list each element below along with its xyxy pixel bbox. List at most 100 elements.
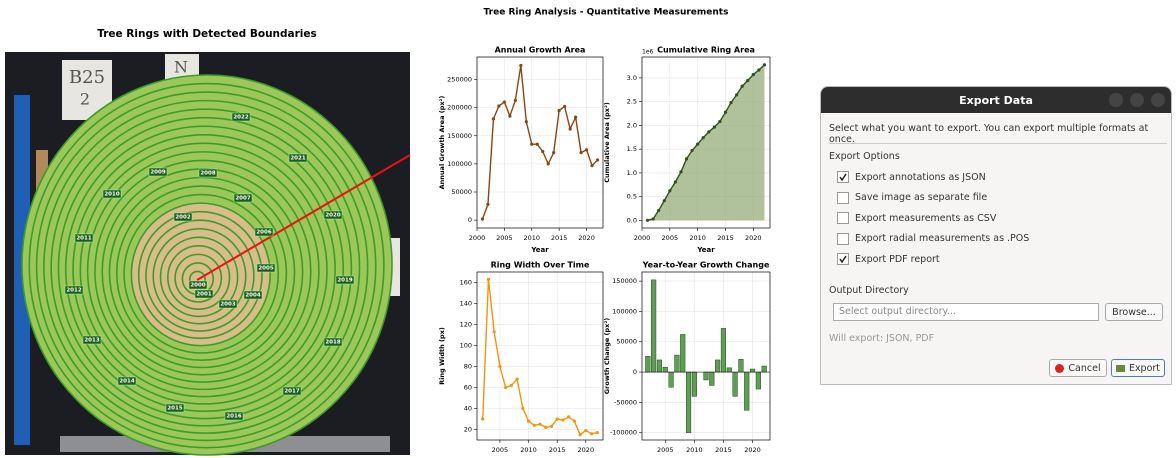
x-axis-label: Year	[530, 246, 549, 254]
data-point	[521, 406, 525, 411]
cancel-icon	[1055, 363, 1065, 373]
ring-boundary	[43, 99, 369, 434]
data-point	[486, 277, 491, 281]
ring-label-box	[256, 263, 276, 273]
data-point	[480, 217, 485, 221]
data-point	[572, 419, 576, 423]
y-axis-label: Cumulative Area (px²)	[603, 102, 611, 183]
close-button[interactable]	[1151, 93, 1165, 107]
y-axis-label: Ring Width (px)	[438, 327, 446, 385]
ring-boundary	[86, 151, 320, 391]
y-tick-label: 200000	[447, 104, 472, 112]
data-point	[751, 72, 755, 77]
ring-boundary	[94, 159, 312, 383]
data-point	[502, 100, 506, 104]
option-label: Save image as separate file	[855, 192, 988, 203]
data-point	[535, 142, 539, 146]
ring-label: 2010	[104, 192, 119, 198]
bar	[755, 371, 761, 390]
data-point	[574, 115, 578, 119]
axes-frame	[476, 56, 604, 229]
x-tick-label: 2015	[715, 446, 732, 454]
bar	[703, 371, 709, 381]
option-label: Export measurements as CSV	[855, 212, 997, 224]
data-point	[555, 417, 559, 421]
export-option[interactable]: Export radial measurements as .POS	[837, 229, 1029, 249]
ring-boundary	[35, 91, 377, 442]
bar	[656, 359, 663, 373]
bar	[674, 354, 680, 373]
browse-button[interactable]: Browse...	[1105, 303, 1163, 321]
ring-label-box	[74, 233, 94, 243]
bar	[680, 334, 686, 373]
y-axis-label: Growth Change (px²)	[603, 318, 611, 394]
data-point	[590, 163, 594, 168]
charts: Annual Growth Area Year Annual Growth Area…	[438, 46, 771, 454]
checkbox[interactable]	[837, 232, 849, 245]
data-point	[513, 98, 517, 102]
photo-title: Tree Rings with Detected Boundaries	[97, 28, 317, 40]
separator	[829, 143, 1167, 144]
directory-input[interactable]: Select output directory...	[833, 303, 1099, 321]
bar	[645, 356, 651, 373]
minimize-button[interactable]	[1109, 93, 1123, 107]
x-tick-label: 2020	[744, 446, 761, 454]
bar	[738, 359, 744, 373]
bar	[691, 371, 697, 397]
x-tick-label: 2000	[634, 234, 651, 242]
data-point	[526, 419, 531, 423]
checkbox[interactable]	[837, 253, 849, 265]
export-option[interactable]: Export measurements as CSV	[837, 208, 996, 228]
y-tick-label: 50000	[451, 188, 472, 196]
data-point	[740, 84, 744, 88]
bar	[732, 371, 738, 397]
ring-label: 2020	[325, 213, 340, 219]
y-tick-label: 100	[460, 342, 472, 350]
y-tick-label: 0.0	[627, 216, 637, 224]
ring-label-box	[173, 212, 193, 222]
data-point	[662, 199, 666, 203]
data-point	[578, 433, 582, 437]
x-tick-label: 2020	[745, 234, 762, 242]
checkmark	[839, 173, 847, 182]
browse-label: Browse...	[1112, 306, 1156, 318]
export-option[interactable]: Export PDF report	[837, 249, 940, 269]
y-tick-label: 100000	[612, 307, 637, 315]
ring-label-box	[323, 337, 343, 347]
chart-title: Ring Width Over Time	[491, 261, 590, 270]
directory-placeholder: Select output directory...	[839, 306, 956, 317]
data-point	[504, 385, 508, 390]
bar	[744, 371, 750, 411]
export-option[interactable]: Save image as separate file	[837, 188, 987, 208]
export-button[interactable]: Export	[1111, 359, 1165, 377]
export-option[interactable]: Export annotations as JSON	[837, 167, 986, 187]
maximize-button[interactable]	[1130, 93, 1144, 107]
bar	[651, 279, 657, 373]
y-tick-label: 60	[464, 384, 472, 392]
y-tick-label: 2.5	[627, 98, 637, 106]
y-tick-label: 3.0	[627, 74, 637, 82]
data-point	[532, 423, 536, 427]
data-point	[486, 202, 490, 206]
ring-label: 2019	[337, 278, 352, 284]
y-tick-label: 20	[464, 426, 472, 434]
x-tick-label: 2015	[717, 234, 734, 242]
data-point	[515, 377, 519, 381]
checkbox[interactable]	[837, 171, 849, 183]
cancel-button[interactable]: Cancel	[1049, 359, 1107, 377]
data-point	[498, 364, 502, 369]
bar	[749, 368, 756, 373]
data-point	[567, 415, 571, 419]
ring-label-box	[194, 289, 214, 299]
ring-label-box	[117, 376, 137, 386]
bar	[715, 359, 721, 373]
ring-label-box	[82, 335, 102, 345]
x-tick-label: 2005	[662, 234, 679, 242]
data-point	[519, 63, 523, 68]
checkbox[interactable]	[837, 191, 849, 204]
data-point	[595, 431, 599, 435]
chart-title: Annual Growth Area	[495, 46, 586, 55]
checkbox[interactable]	[837, 212, 849, 224]
data-point	[757, 68, 761, 72]
ring-label: 2018	[325, 340, 340, 346]
